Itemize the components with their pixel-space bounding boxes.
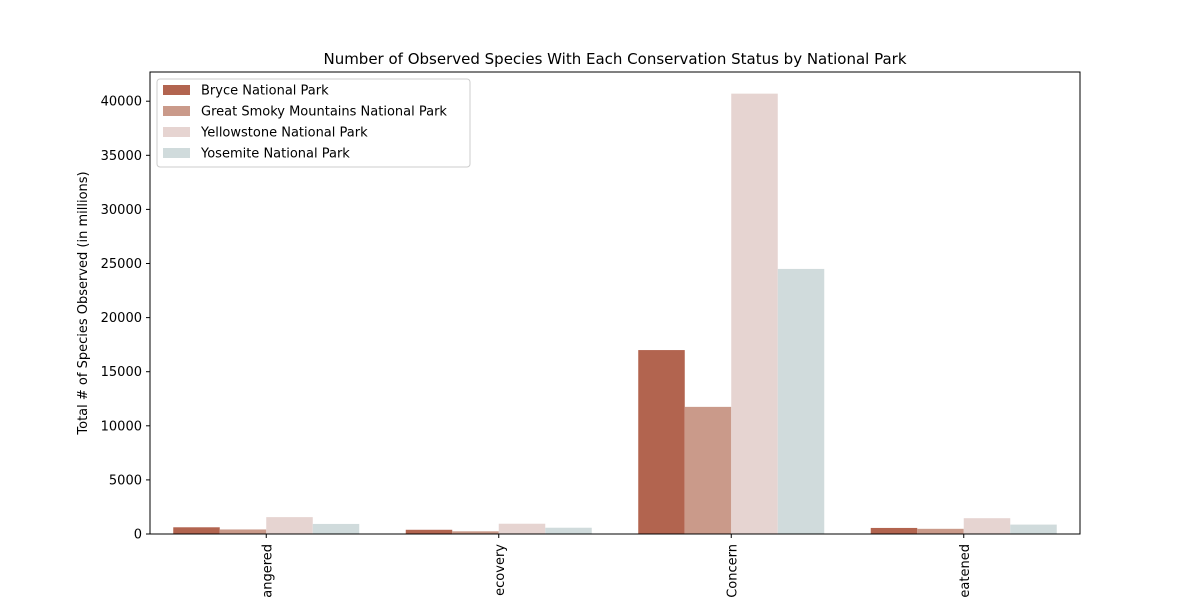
chart-title: Number of Observed Species With Each Con… [323, 50, 906, 68]
y-tick-label: 20000 [101, 311, 142, 326]
legend-label: Bryce National Park [201, 84, 329, 99]
y-tick-label: 30000 [101, 203, 142, 218]
legend-swatch [163, 106, 190, 116]
legend-label: Yosemite National Park [200, 147, 350, 162]
bar [312, 523, 360, 534]
y-axis-ticks: 0 5000 10000 15000 20000 25000 30000 35000 40000 [101, 95, 150, 543]
bars-group [173, 93, 1057, 534]
bar [1010, 524, 1057, 534]
y-tick-label: 5000 [109, 473, 142, 488]
legend-swatch [163, 127, 190, 137]
x-tick-label: Concern [725, 544, 740, 598]
bar [545, 527, 592, 534]
bar [405, 529, 453, 534]
y-tick-label: 40000 [101, 95, 142, 110]
x-tick-label: ecovery [493, 544, 508, 596]
legend: Bryce National Park Great Smoky Mountains… [156, 78, 471, 168]
bar [684, 406, 732, 534]
legend-label: Yellowstone National Park [200, 126, 368, 141]
plot-frame [149, 71, 1081, 535]
y-tick-label: 10000 [101, 419, 142, 434]
bar [452, 531, 499, 534]
x-axis-ticks: angered ecovery Concern eatened [260, 534, 973, 598]
legend-label: Great Smoky Mountains National Park [201, 105, 447, 120]
y-tick-label: 15000 [101, 365, 142, 380]
x-tick-label: eatened [958, 544, 973, 598]
bar [870, 527, 918, 534]
legend-swatch [163, 148, 190, 158]
y-tick-label: 35000 [101, 149, 142, 164]
y-tick-label: 0 [134, 528, 142, 543]
legend-box [156, 78, 471, 168]
bar [963, 518, 1011, 534]
bar [917, 528, 964, 534]
bar [173, 527, 220, 534]
y-tick-label: 25000 [101, 257, 142, 272]
bar [638, 350, 685, 534]
bar [777, 268, 825, 534]
bar [498, 523, 546, 534]
legend-swatch [163, 85, 190, 95]
y-axis-label: Total # of Species Observed (in millions… [76, 171, 91, 435]
bar [219, 529, 267, 534]
bar [731, 93, 778, 534]
x-tick-label: angered [260, 544, 275, 598]
bar [266, 517, 313, 534]
